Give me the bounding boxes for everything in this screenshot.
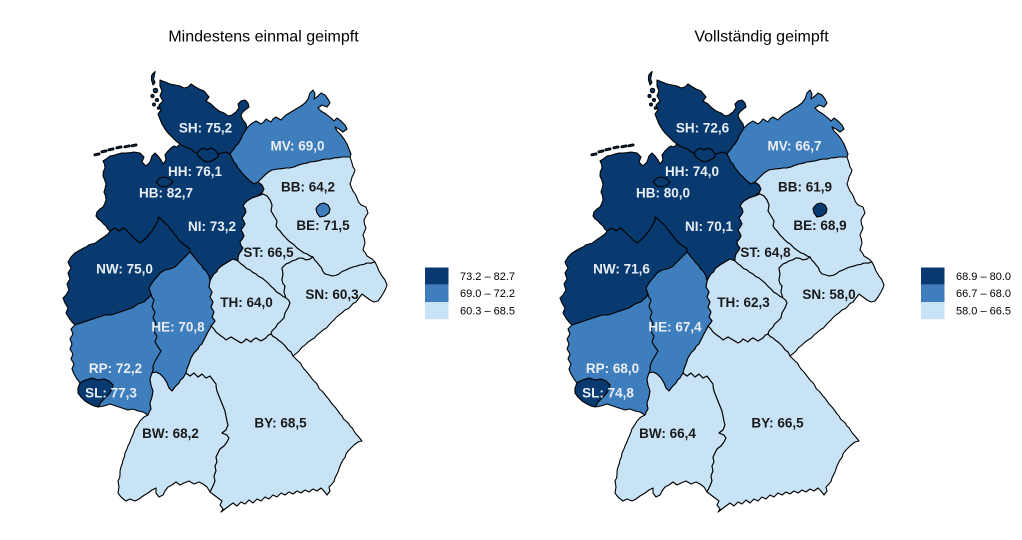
svg-text:SH: 72,6: SH: 72,6 — [676, 121, 730, 136]
svg-text:HB: 82,7: HB: 82,7 — [139, 186, 193, 201]
svg-text:SN: 58,0: SN: 58,0 — [802, 287, 855, 302]
svg-text:SL: 77,3: SL: 77,3 — [85, 386, 137, 401]
svg-text:TH: 62,3: TH: 62,3 — [717, 295, 770, 310]
svg-text:SN: 60,3: SN: 60,3 — [305, 287, 359, 302]
svg-text:HE: 67,4: HE: 67,4 — [648, 320, 702, 335]
svg-text:ST: 64,8: ST: 64,8 — [740, 245, 791, 260]
svg-text:BB: 61,9: BB: 61,9 — [778, 180, 832, 195]
svg-text:60.3 – 68.5: 60.3 – 68.5 — [460, 305, 515, 317]
svg-text:MV: 66,7: MV: 66,7 — [767, 139, 821, 154]
svg-text:58.0 – 66.5: 58.0 – 66.5 — [956, 305, 1011, 317]
svg-text:SH: 75,2: SH: 75,2 — [179, 121, 232, 136]
svg-text:HH: 76,1: HH: 76,1 — [168, 164, 223, 179]
svg-text:ST: 66,5: ST: 66,5 — [243, 245, 294, 260]
svg-text:NI: 70,1: NI: 70,1 — [685, 219, 734, 234]
svg-text:HB: 80,0: HB: 80,0 — [636, 186, 690, 201]
svg-text:NW: 71,6: NW: 71,6 — [593, 262, 650, 277]
svg-text:66.7 – 68.0: 66.7 – 68.0 — [956, 288, 1011, 300]
svg-text:BB: 64,2: BB: 64,2 — [281, 180, 335, 195]
svg-text:Vollständig geimpft: Vollständig geimpft — [694, 29, 829, 46]
svg-text:NW: 75,0: NW: 75,0 — [96, 262, 153, 277]
svg-text:BW: 66,4: BW: 66,4 — [639, 426, 696, 441]
svg-text:68.9 – 80.0: 68.9 – 80.0 — [956, 271, 1011, 283]
svg-text:HH: 74,0: HH: 74,0 — [665, 164, 719, 179]
svg-text:Mindestens einmal geimpft: Mindestens einmal geimpft — [168, 29, 359, 46]
svg-text:MV: 69,0: MV: 69,0 — [270, 139, 324, 154]
svg-text:73.2 – 82.7: 73.2 – 82.7 — [460, 271, 515, 283]
svg-text:SL: 74,8: SL: 74,8 — [582, 386, 634, 401]
svg-text:BY: 66,5: BY: 66,5 — [751, 416, 804, 431]
svg-text:BW: 68,2: BW: 68,2 — [142, 426, 199, 441]
svg-text:RP: 72,2: RP: 72,2 — [89, 361, 142, 376]
svg-text:BE: 68,9: BE: 68,9 — [793, 218, 846, 233]
svg-text:HE: 70,8: HE: 70,8 — [151, 320, 205, 335]
svg-text:69.0 – 72.2: 69.0 – 72.2 — [460, 288, 515, 300]
svg-text:RP: 68,0: RP: 68,0 — [586, 361, 639, 376]
svg-text:BY: 68,5: BY: 68,5 — [254, 416, 307, 431]
svg-text:NI: 73,2: NI: 73,2 — [188, 219, 236, 234]
svg-text:BE: 71,5: BE: 71,5 — [296, 218, 350, 233]
svg-text:TH: 64,0: TH: 64,0 — [220, 295, 273, 310]
